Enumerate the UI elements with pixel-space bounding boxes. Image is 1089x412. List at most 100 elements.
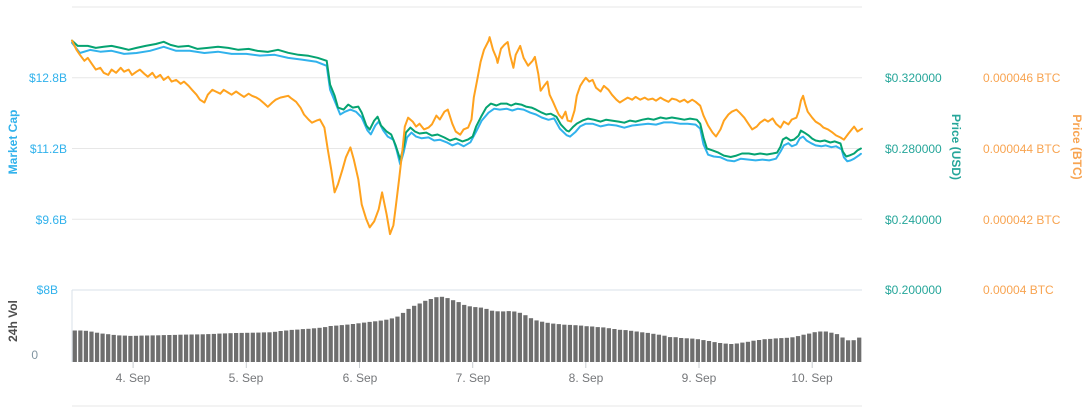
volume-bar [617, 329, 623, 362]
volume-bar [128, 335, 133, 362]
axis-title-volume: 24h Vol [6, 300, 20, 342]
volume-bar [773, 338, 778, 362]
volume-bar [790, 337, 795, 363]
volume-bar [406, 308, 411, 362]
volume-bar [356, 323, 361, 362]
volume-bar [779, 338, 784, 362]
volume-bar [206, 334, 211, 362]
volume-bar [584, 326, 589, 362]
volume-bar [150, 335, 155, 362]
volume-bar [740, 342, 745, 362]
y-tick-price-usd-2: $0.240000 [885, 213, 942, 227]
volume-bar [167, 335, 172, 362]
volume-bar [250, 332, 255, 362]
y-tick-price-btc-3: 0.00004 BTC [983, 283, 1054, 297]
volume-bar [801, 334, 806, 362]
volume-bar [506, 311, 511, 362]
volume-bar [434, 297, 439, 362]
day-ticks [132, 362, 813, 368]
volume-bar [284, 330, 289, 362]
volume-bar [195, 334, 200, 362]
volume-bar [539, 321, 545, 362]
volume-bar [706, 341, 712, 362]
volume-bar [378, 320, 383, 362]
volume-bar [634, 331, 639, 362]
volume-bar [412, 305, 417, 363]
volume-bar [712, 342, 717, 362]
volume-bar [306, 328, 311, 362]
y-tick-price-btc-1: 0.000044 BTC [983, 142, 1061, 156]
volume-bar [384, 319, 389, 362]
axis-title-market-cap: Market Cap [6, 109, 20, 175]
volume-bar [695, 339, 700, 362]
y-tick-price-btc-2: 0.000042 BTC [983, 213, 1061, 227]
volume-bar [389, 318, 395, 362]
volume-bar [528, 318, 534, 362]
volume-bar [278, 331, 283, 362]
volume-bar [484, 308, 489, 362]
market-cap-line [71, 41, 862, 166]
volume-bar [111, 334, 116, 362]
volume-bar [723, 343, 728, 362]
volume-bar [562, 324, 567, 362]
volume-bar [345, 324, 350, 362]
volume-bar [78, 330, 83, 362]
volume-bar [373, 321, 378, 362]
volume-bar [473, 307, 478, 362]
volume-bar [300, 329, 305, 362]
volume-bar [445, 298, 450, 362]
volume-bar [261, 332, 267, 362]
volume-bar [200, 334, 205, 362]
x-tick-9-sep: 9. Sep [681, 371, 717, 385]
volume-bar [423, 300, 428, 362]
volume-bar [845, 340, 851, 362]
volume-bar [512, 311, 517, 362]
y-tick-volume-zero: 0 [31, 348, 38, 362]
volume-bar [117, 335, 122, 362]
volume-bar [823, 331, 828, 362]
volume-bar [679, 338, 684, 362]
gridlines [71, 6, 862, 407]
volume-bar [556, 324, 561, 362]
volume-bar [834, 334, 840, 362]
y-tick-market-cap-0: $12.8B [28, 71, 67, 85]
volume-bar [573, 325, 578, 362]
volume-bar [334, 325, 339, 362]
volume-bar [72, 330, 77, 362]
volume-bar [545, 322, 550, 362]
volume-bar [289, 329, 294, 362]
volume-bar [267, 332, 272, 362]
volume-bar [395, 316, 400, 362]
price-btc--line [71, 36, 863, 236]
volume-bar [339, 325, 344, 362]
volume-bar [729, 344, 734, 362]
volume-bar [495, 311, 500, 362]
volume-bar [361, 322, 367, 362]
volume-bar [645, 332, 650, 362]
volume-bar [567, 324, 573, 362]
x-tick-4-sep: 4. Sep [115, 371, 151, 385]
x-tick-7-sep: 7. Sep [455, 371, 491, 385]
volume-bar [311, 328, 317, 362]
volume-bar [106, 334, 111, 362]
volume-bar [450, 300, 456, 362]
y-tick-price-usd-3: $0.200000 [885, 283, 942, 297]
y-tick-market-cap-2: $9.6B [35, 213, 67, 227]
volume-bar [189, 334, 194, 362]
volume-bar [734, 343, 739, 362]
volume-bar [456, 302, 461, 362]
volume-bar [662, 335, 667, 362]
volume-bar [139, 335, 144, 362]
y-tick-volume-max: $8B [36, 283, 58, 297]
volume-bar [768, 338, 773, 362]
volume-bar [595, 327, 600, 362]
volume-bar [684, 338, 689, 362]
volume-bar [745, 341, 751, 363]
volume-bar [840, 337, 845, 362]
x-tick-8-sep: 8. Sep [568, 371, 604, 385]
volume-bar [478, 307, 484, 362]
volume-bar [818, 331, 823, 362]
volume-bar [178, 334, 183, 362]
